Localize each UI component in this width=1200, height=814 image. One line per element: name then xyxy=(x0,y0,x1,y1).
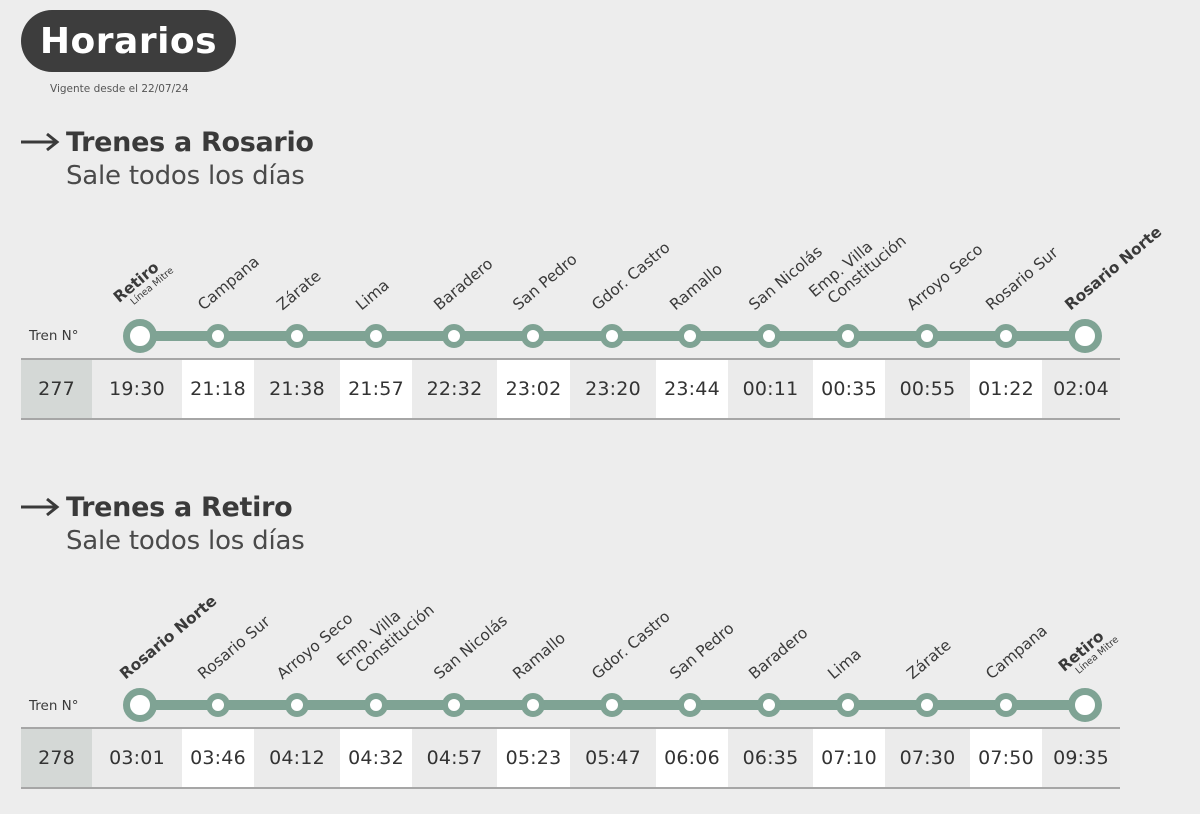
time-cell: 06:35 xyxy=(728,729,813,787)
time-cell: 03:01 xyxy=(92,729,182,787)
station-dot-icon xyxy=(994,324,1018,348)
validity-date: Vigente desde el 22/07/24 xyxy=(50,83,189,95)
time-cell: 21:38 xyxy=(254,360,340,418)
station-dot-icon xyxy=(285,324,309,348)
time-cell: 03:46 xyxy=(182,729,254,787)
arrow-right-icon xyxy=(21,497,60,517)
station-dot-icon xyxy=(442,693,466,717)
time-cell: 00:55 xyxy=(885,360,970,418)
time-cell: 21:18 xyxy=(182,360,254,418)
time-cell: 21:57 xyxy=(340,360,412,418)
station-dot-icon xyxy=(364,693,388,717)
station-dot-icon xyxy=(442,324,466,348)
time-cell: 19:30 xyxy=(92,360,182,418)
train-number: 278 xyxy=(21,729,92,787)
terminal-station-dot-icon xyxy=(123,688,157,722)
section-subtitle: Sale todos los días xyxy=(66,161,305,191)
route-line xyxy=(123,688,1102,722)
time-cell: 04:12 xyxy=(254,729,340,787)
time-cell: 22:32 xyxy=(412,360,497,418)
section-title: Trenes a Rosario xyxy=(66,126,314,158)
station-dot-icon xyxy=(206,324,230,348)
time-cell: 23:20 xyxy=(570,360,656,418)
section-header-rosario: Trenes a Rosario Sale todos los días xyxy=(20,125,314,191)
time-cell: 06:06 xyxy=(656,729,728,787)
time-cell: 04:32 xyxy=(340,729,412,787)
tren-number-label: Tren N° xyxy=(29,328,79,344)
time-cell: 09:35 xyxy=(1042,729,1120,787)
station-dot-icon xyxy=(678,324,702,348)
section-subtitle: Sale todos los días xyxy=(66,526,305,556)
tren-number-label: Tren N° xyxy=(29,698,79,714)
station-dot-icon xyxy=(915,324,939,348)
station-dot-icon xyxy=(285,693,309,717)
route-diagram-rosario: Tren N° Retiro Línea Mitre Campana Zárate Li… xyxy=(0,200,1200,410)
terminal-station-dot-icon xyxy=(123,319,157,353)
time-cell: 02:04 xyxy=(1042,360,1120,418)
time-cell: 05:23 xyxy=(497,729,570,787)
station-dot-icon xyxy=(994,693,1018,717)
time-cell: 07:50 xyxy=(970,729,1042,787)
time-cell: 00:11 xyxy=(728,360,813,418)
times-row-277: 277 19:30 21:18 21:38 21:57 22:32 23:02 23:20 23… xyxy=(21,358,1120,420)
station-dot-icon xyxy=(600,693,624,717)
station-dot-icon xyxy=(521,693,545,717)
station-dot-icon xyxy=(757,693,781,717)
page-title: Horarios xyxy=(21,10,236,72)
station-dot-icon xyxy=(600,324,624,348)
time-cell: 04:57 xyxy=(412,729,497,787)
route-line xyxy=(123,319,1102,353)
station-dot-icon xyxy=(757,324,781,348)
station-dot-icon xyxy=(915,693,939,717)
station-dot-icon xyxy=(521,324,545,348)
arrow-right-icon xyxy=(21,132,60,152)
time-cell: 07:30 xyxy=(885,729,970,787)
station-dot-icon xyxy=(206,693,230,717)
terminal-station-dot-icon xyxy=(1068,688,1102,722)
route-diagram-retiro: Tren N° Rosario Norte Rosario Sur Arroyo S… xyxy=(0,570,1200,780)
time-cell: 01:22 xyxy=(970,360,1042,418)
station-dot-icon xyxy=(836,324,860,348)
station-dot-icon xyxy=(678,693,702,717)
section-header-retiro: Trenes a Retiro Sale todos los días xyxy=(20,490,305,556)
station-dot-icon xyxy=(836,693,860,717)
time-cell: 23:44 xyxy=(656,360,728,418)
time-cell: 07:10 xyxy=(813,729,885,787)
time-cell: 00:35 xyxy=(813,360,885,418)
train-number: 277 xyxy=(21,360,92,418)
station-dot-icon xyxy=(364,324,388,348)
section-title: Trenes a Retiro xyxy=(66,491,293,523)
time-cell: 23:02 xyxy=(497,360,570,418)
times-row-278: 278 03:01 03:46 04:12 04:32 04:57 05:23 05:47 06… xyxy=(21,727,1120,789)
time-cell: 05:47 xyxy=(570,729,656,787)
terminal-station-dot-icon xyxy=(1068,319,1102,353)
